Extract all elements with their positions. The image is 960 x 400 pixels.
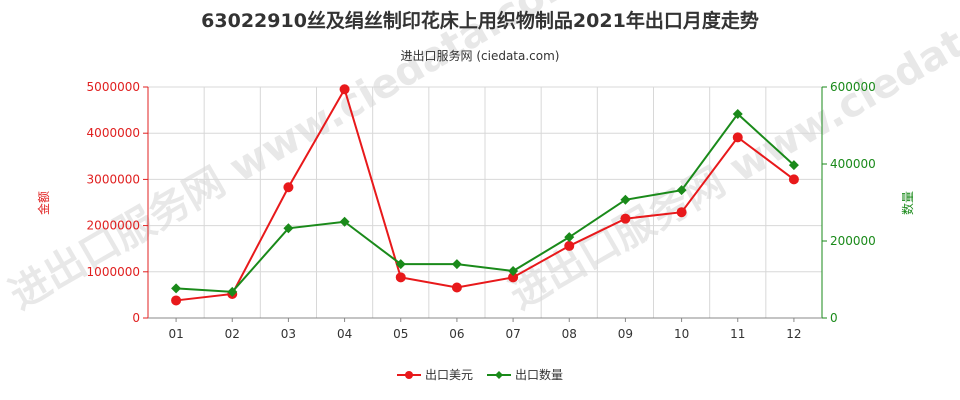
y-axis-left-title: 金额	[36, 191, 51, 215]
series-1-point	[788, 174, 799, 185]
x-tick-label: 09	[618, 327, 633, 341]
legend-label-1[interactable]: 出口美元	[425, 368, 473, 382]
series-2-point	[227, 286, 238, 297]
watermark-layer: 进出口服务网 www.ciedata.com 进出口服务网 www.ciedat…	[2, 0, 960, 319]
y-left-tick-label: 2000000	[87, 219, 140, 233]
x-tick-label: 10	[674, 327, 689, 341]
y-left-tick-label: 4000000	[87, 126, 140, 140]
series-1-point	[339, 84, 350, 95]
y-left-tick-label: 0	[132, 311, 140, 325]
series-1-point	[620, 213, 631, 224]
series-2-point	[283, 223, 294, 234]
series-1-point	[395, 272, 406, 283]
series-2-point	[395, 259, 406, 270]
y-right-tick-label: 400000	[830, 157, 876, 171]
series-1-point	[676, 207, 687, 218]
y-right-tick-label: 200000	[830, 234, 876, 248]
series-line-2	[176, 112, 795, 293]
x-tick-label: 07	[505, 327, 520, 341]
x-tick-label: 11	[730, 327, 745, 341]
chart-title: 63022910丝及绢丝制印花床上用织物制品2021年出口月度走势	[201, 9, 759, 32]
y-left-tick-label: 1000000	[87, 265, 140, 279]
series-1-point	[283, 182, 294, 193]
y-right-tick-label: 0	[830, 311, 838, 325]
y-left-tick-label: 5000000	[87, 80, 140, 94]
series-1-point	[732, 132, 743, 143]
x-tick-label: 12	[786, 327, 801, 341]
watermark-text-2: 进出口服务网 www.ciedata.com	[502, 0, 960, 319]
series-2-point	[620, 194, 631, 205]
series-2-point	[564, 232, 575, 243]
series-2-point	[171, 283, 182, 294]
x-tick-label: 02	[225, 327, 240, 341]
y-left-tick-label: 3000000	[87, 172, 140, 186]
y-right-tick-label: 600000	[830, 80, 876, 94]
x-tick-label: 05	[393, 327, 408, 341]
series-2-point	[732, 108, 743, 119]
axes: 0100000020000003000000400000050000000200…	[87, 80, 876, 341]
chart-subtitle: 进出口服务网 (ciedata.com)	[401, 48, 560, 63]
legend-marker	[405, 371, 413, 379]
legend-label-2[interactable]: 出口数量	[515, 367, 563, 382]
series-line-1	[175, 86, 795, 302]
x-tick-label: 04	[337, 327, 352, 341]
series-1-point	[171, 295, 182, 306]
series	[171, 84, 799, 306]
legend-marker	[495, 371, 503, 379]
series-1-point	[508, 272, 519, 283]
series-2-point	[451, 259, 462, 270]
series-2-point	[508, 266, 519, 277]
series-2-point	[676, 185, 687, 196]
y-axis-right-title: 数量	[900, 191, 915, 215]
x-tick-label: 06	[449, 327, 464, 341]
x-tick-label: 03	[281, 327, 296, 341]
series-2-point	[788, 160, 799, 171]
series-2-point	[339, 216, 350, 227]
series-1-point	[564, 240, 575, 251]
legend: 出口美元 出口数量	[397, 367, 563, 382]
x-tick-label: 01	[168, 327, 183, 341]
x-tick-label: 08	[562, 327, 577, 341]
series-1-point	[451, 282, 462, 293]
